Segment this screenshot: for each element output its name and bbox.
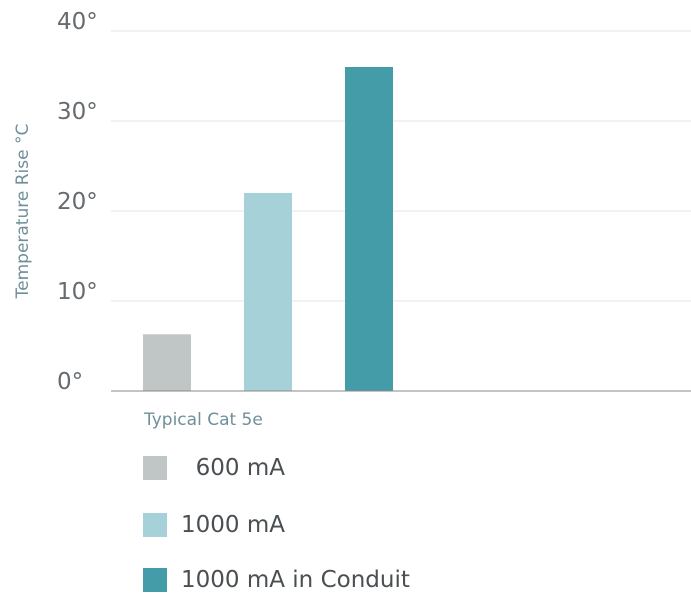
y-tick-labels: 0° 10° 20° 30° 40° [57,9,98,395]
legend-item-1000ma-conduit: 1000 mA in Conduit [143,567,410,593]
legend-swatch [143,513,167,537]
legend-item-600ma: 600 mA [143,455,285,481]
y-tick-label: 40° [57,9,98,35]
legend-label: 600 mA [181,455,285,481]
legend-swatch [143,456,167,480]
category-label: Typical Cat 5e [143,410,263,430]
y-tick-label: 10° [57,279,98,305]
legend-item-1000ma: 1000 mA [143,512,285,538]
gridlines [111,30,691,302]
bars [143,67,393,391]
legend-label: 1000 mA [181,512,285,538]
y-tick-label: 0° [57,369,83,395]
bar [244,193,292,391]
bar [345,67,393,391]
legend-swatch [143,568,167,592]
y-axis-label: Temperature Rise °C [13,124,33,300]
y-tick-label: 30° [57,99,98,125]
legend-label: 1000 mA in Conduit [181,567,410,593]
bar [143,334,191,391]
y-tick-label: 20° [57,189,98,215]
